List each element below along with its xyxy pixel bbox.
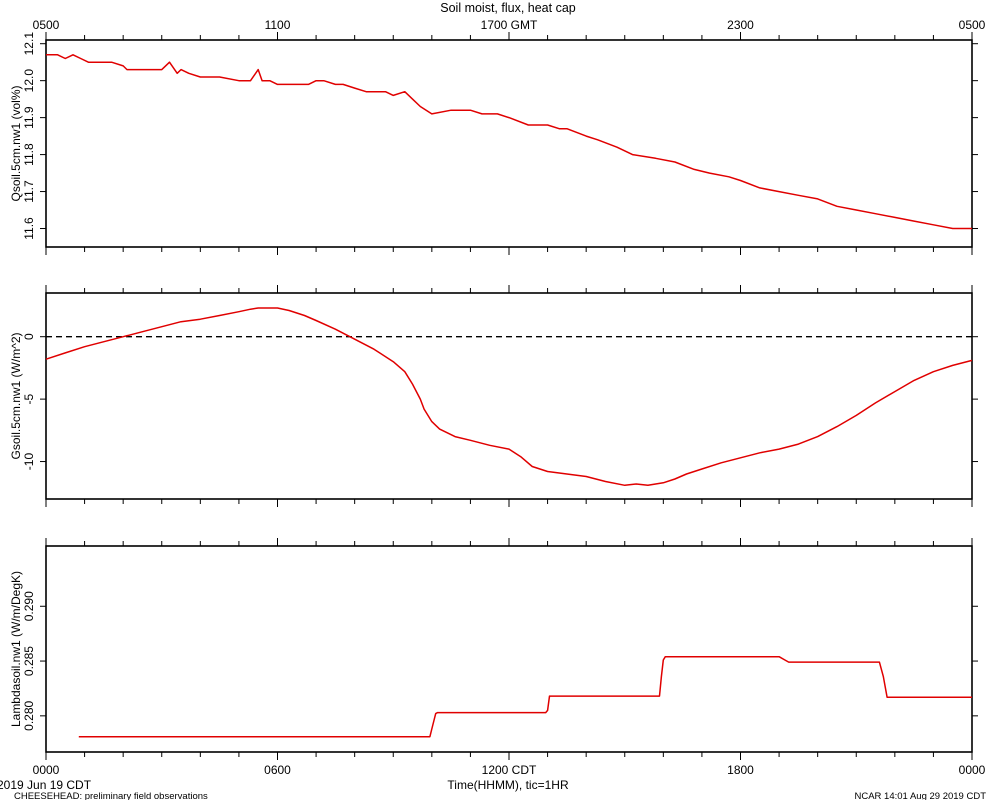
top-tick-label: 0500 (959, 18, 986, 32)
y-tick-label: 12.1 (22, 32, 36, 56)
y-tick-label: 0.285 (22, 646, 36, 676)
y-axis-label: Gsoil.5cm.nw1 (W/m^2) (9, 333, 23, 460)
y-tick-label: 0.290 (22, 591, 36, 621)
y-tick-label: 0.280 (22, 701, 36, 731)
y-tick-label: 11.8 (22, 143, 36, 166)
top-tick-label: 0500 (33, 18, 60, 32)
y-tick-label: 11.9 (22, 106, 36, 129)
y-axis-label: Qsoil.5cm.nw1 (vol%) (9, 85, 23, 201)
x-tick-label: 0000 (959, 763, 986, 777)
y-tick-label: 0 (22, 333, 36, 340)
panel-soil-moisture: 11.6 11.7 11.8 11.9 12.0 12.1 Qsoil.5cm.nw1 (v… (9, 32, 978, 255)
plot-frame (45, 545, 973, 753)
series-line (46, 54, 972, 230)
top-tick-label: 2300 (727, 18, 754, 32)
y-tick-label: -5 (22, 393, 36, 404)
y-tick-label: -10 (22, 453, 36, 471)
y-tick-label: 12.0 (22, 69, 36, 93)
y-tick-label: 11.7 (22, 180, 36, 203)
top-tick-label: 1700 GMT (481, 18, 538, 32)
top-tick-label: 1100 (265, 18, 291, 32)
date-label: 2019 Jun 19 CDT (0, 778, 92, 792)
x-tick-label: 0000 (33, 763, 60, 777)
x-tick-label: 1800 (727, 763, 754, 777)
y-tick-label: 11.6 (22, 217, 36, 240)
y-axis-label: Lambdasoil.nw1 (W/m/DegK) (9, 571, 23, 727)
series-line (78, 655, 972, 738)
x-tick-label: 0600 (264, 763, 291, 777)
chart-title: Soil moist, flux, heat cap (440, 1, 576, 15)
plot-frame (45, 292, 973, 500)
top-axis-tick-labels: 0500 1100 1700 GMT 2300 0500 (33, 18, 986, 32)
x-axis-label: Time(HHMM), tic=1HR (447, 778, 569, 792)
x-tick-label: 1200 CDT (482, 763, 537, 777)
project-label: CHEESEHEAD: preliminary field observatio… (14, 791, 208, 800)
series-line (45, 307, 973, 487)
credit-label: NCAR 14:01 Aug 29 2019 CDT (855, 791, 987, 800)
